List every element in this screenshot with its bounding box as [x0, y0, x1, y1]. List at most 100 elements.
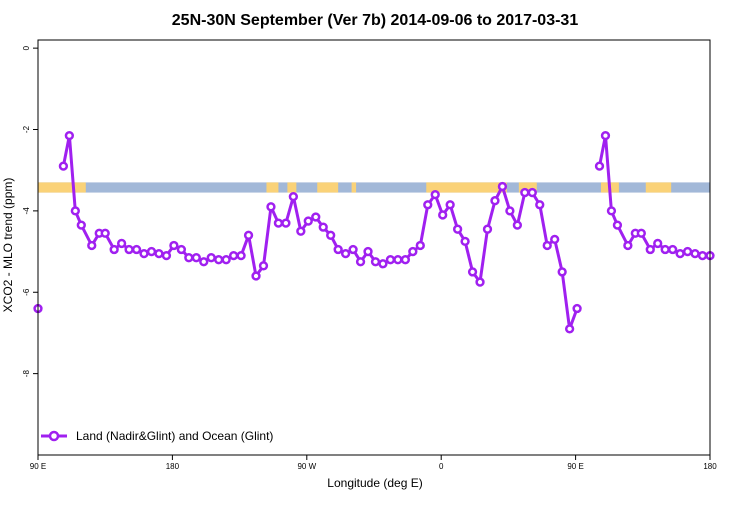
- legend: Land (Nadir&Glint) and Ocean (Glint): [41, 429, 273, 443]
- y-tick-label: -2: [22, 125, 31, 133]
- x-axis-title: Longitude (deg E): [327, 476, 422, 490]
- y-axis-title: XCO2 - MLO trend (ppm): [1, 178, 15, 313]
- data-point: [288, 191, 299, 202]
- plot-frame: [37, 39, 711, 456]
- data-point: [645, 244, 655, 255]
- data-point: [176, 244, 187, 255]
- data-point: [467, 267, 478, 277]
- data-point: [191, 253, 201, 263]
- data-point: [243, 230, 254, 240]
- data-point: [273, 218, 284, 228]
- data-point: [131, 244, 142, 255]
- data-point: [430, 189, 440, 200]
- data-point: [100, 228, 110, 238]
- data-point: [124, 244, 134, 255]
- legend-swatch-marker: [48, 430, 60, 442]
- land-band-segment: [38, 182, 86, 193]
- x-tick-label: 180: [166, 462, 180, 471]
- data-point: [460, 236, 470, 247]
- data-point: [527, 187, 537, 198]
- data-point: [169, 240, 179, 251]
- data-point: [206, 253, 216, 263]
- x-tick-label: 90 W: [297, 462, 316, 471]
- data-point: [348, 244, 358, 255]
- data-point: [697, 250, 708, 261]
- data-point: [497, 181, 508, 192]
- data-point: [490, 196, 500, 206]
- data-point: [258, 261, 269, 271]
- data-point: [311, 212, 321, 222]
- data-point: [333, 244, 343, 255]
- data-point: [535, 200, 545, 210]
- y-tick-label: 0: [22, 45, 31, 50]
- legend-label: Land (Nadir&Glint) and Ocean (Glint): [76, 429, 273, 443]
- data-point: [415, 240, 425, 251]
- data-point: [542, 240, 552, 251]
- data-point: [623, 240, 633, 251]
- series-line: [598, 134, 710, 258]
- data-point: [236, 250, 246, 261]
- data-point: [668, 244, 678, 255]
- series-line: [61, 134, 579, 331]
- y-tick-label: -6: [22, 288, 31, 296]
- data-point: [251, 271, 261, 281]
- data-point: [146, 246, 157, 257]
- data-point: [281, 218, 291, 228]
- x-tick-label: 90 E: [30, 462, 46, 471]
- data-point: [612, 220, 623, 230]
- land-band-segment: [518, 182, 537, 193]
- data-point: [296, 226, 306, 236]
- data-point: [600, 130, 611, 141]
- data-point: [393, 255, 403, 265]
- land-band-segment: [645, 182, 672, 193]
- y-axis: 0 -2 -4 -6 -8: [22, 45, 38, 377]
- data-point: [76, 220, 86, 230]
- data-point: [154, 248, 164, 259]
- data-point: [87, 240, 97, 251]
- data-point: [139, 248, 149, 259]
- data-point: [660, 244, 670, 255]
- data-point: [355, 257, 366, 267]
- data-point: [682, 246, 693, 257]
- data-point: [228, 250, 239, 261]
- data-point: [594, 161, 605, 171]
- data-point: [408, 246, 418, 257]
- data-point: [363, 246, 373, 257]
- ocean-band: [38, 182, 710, 193]
- data-point: [557, 267, 567, 277]
- x-axis: 90 E 180 90 W 0 90 E 180: [30, 455, 717, 471]
- chart-title: 25N-30N September (Ver 7b) 2014-09-06 to…: [172, 12, 579, 29]
- data-point: [116, 238, 127, 249]
- data-point: [482, 224, 493, 234]
- data-point: [318, 222, 328, 232]
- data-point: [58, 161, 69, 171]
- y-tick-label: -4: [22, 207, 31, 215]
- land-ocean-band: [38, 182, 710, 193]
- data-point: [378, 259, 388, 269]
- land-band-segment: [287, 182, 297, 193]
- data-point: [512, 220, 523, 230]
- data-point: [400, 255, 411, 265]
- data-point: [221, 255, 231, 265]
- data-point: [675, 248, 685, 259]
- data-point: [636, 228, 646, 238]
- series-lines: [61, 134, 710, 331]
- data-point: [564, 324, 575, 334]
- data-point: [64, 130, 75, 141]
- land-band-segment: [351, 182, 357, 193]
- data-point: [572, 303, 582, 314]
- x-tick-label: 180: [703, 462, 717, 471]
- data-point: [199, 257, 209, 267]
- data-point: [109, 244, 119, 255]
- data-point: [452, 224, 463, 234]
- data-point: [550, 234, 560, 245]
- data-point: [520, 187, 530, 198]
- x-tick-label: 90 E: [567, 462, 583, 471]
- data-point: [370, 257, 381, 267]
- data-point: [445, 200, 455, 210]
- land-band-segment: [266, 182, 279, 193]
- series-points: [33, 130, 715, 334]
- y-tick-label: -8: [22, 370, 31, 378]
